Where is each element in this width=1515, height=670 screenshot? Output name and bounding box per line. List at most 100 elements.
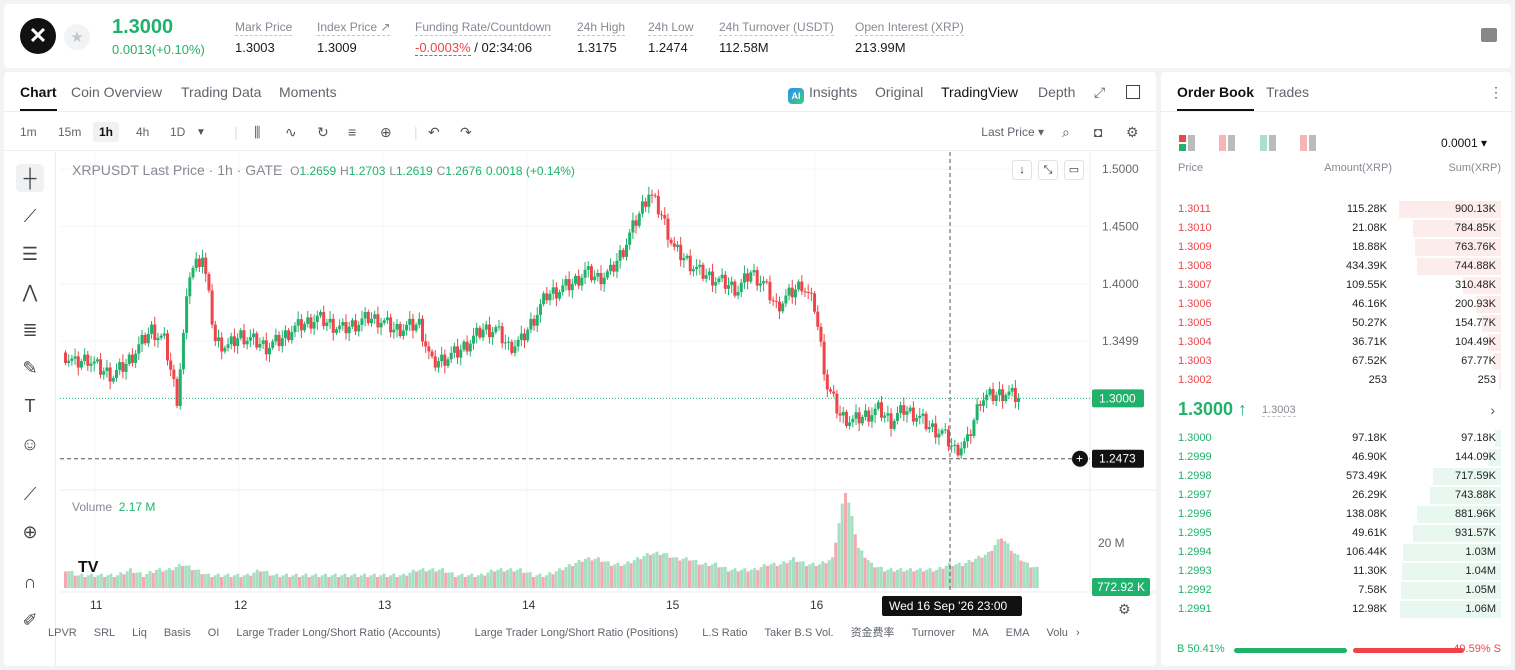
tab-moments[interactable]: Moments — [279, 84, 337, 100]
indicator-oi[interactable]: OI — [207, 627, 220, 639]
indicator-volume[interactable]: Volu — [1046, 627, 1068, 639]
crosshair-icon[interactable]: ┼ — [16, 164, 44, 192]
indicators-icon[interactable]: ∿ — [285, 124, 297, 140]
bid-row[interactable]: 1.2998 573.49K 717.59K — [1161, 467, 1511, 486]
indicator-ltlsr-positions[interactable]: Large Trader Long/Short Ratio (Positions… — [474, 627, 679, 639]
candle-body — [599, 272, 603, 285]
view-original[interactable]: Original — [875, 84, 924, 100]
magnet-icon[interactable]: ∩ — [23, 571, 37, 592]
template-icon[interactable]: ≡ — [348, 124, 357, 140]
indicator-basis[interactable]: Basis — [163, 627, 191, 639]
emoji-icon[interactable]: ☺ — [20, 433, 40, 454]
price-type-select[interactable]: Last Price ▾ — [981, 125, 1044, 139]
bid-row[interactable]: 1.2992 7.58K 1.05M — [1161, 581, 1511, 600]
bid-row[interactable]: 1.3000 97.18K 97.18K — [1161, 429, 1511, 448]
ask-row[interactable]: 1.3006 46.16K 200.93K — [1161, 295, 1511, 314]
tab-chart[interactable]: Chart — [20, 84, 57, 111]
indicator-ema[interactable]: EMA — [1005, 627, 1030, 639]
zoom-in-icon[interactable]: ⊕ — [22, 521, 38, 542]
tab-trades[interactable]: Trades — [1266, 84, 1310, 100]
book-depth-icon[interactable] — [1300, 135, 1317, 151]
view-depth[interactable]: Depth — [1038, 84, 1076, 100]
timeframe-1m[interactable]: 1m — [20, 125, 37, 139]
candle-body — [685, 255, 689, 258]
chevron-down-icon[interactable]: ▼ — [196, 127, 206, 138]
text-icon[interactable]: T — [24, 395, 36, 416]
redo-icon[interactable]: ↷ — [460, 124, 472, 140]
chevron-right-icon[interactable]: › — [1075, 627, 1080, 639]
ask-row[interactable]: 1.3002 253 253 — [1161, 371, 1511, 390]
stat-index-price[interactable]: Index Price ↗ 1.3009 — [317, 20, 391, 55]
candle-body — [287, 330, 291, 341]
search-icon[interactable]: ⌕ — [1062, 124, 1070, 140]
mid-price: 1.3000 ↑ — [1178, 399, 1248, 419]
bid-row[interactable]: 1.2991 12.98K 1.06M — [1161, 600, 1511, 619]
ask-row[interactable]: 1.3004 36.71K 104.49K — [1161, 333, 1511, 352]
brush-icon[interactable]: ✎ — [22, 357, 38, 378]
ask-row[interactable]: 1.3011 115.28K 900.13K — [1161, 200, 1511, 219]
indicator-ltlsr-accounts[interactable]: Large Trader Long/Short Ratio (Accounts) — [236, 627, 441, 639]
notebook-icon[interactable] — [1481, 28, 1497, 42]
horizontal-lines-icon[interactable]: ☰ — [21, 243, 39, 264]
bid-row[interactable]: 1.2996 138.08K 881.96K — [1161, 505, 1511, 524]
chevron-right-icon[interactable]: › — [1490, 402, 1495, 418]
book-both-icon[interactable] — [1179, 135, 1195, 151]
timeframe-15m[interactable]: 15m — [58, 125, 82, 139]
volume-bar — [369, 575, 373, 588]
camera-icon[interactable]: ◘ — [1094, 124, 1103, 140]
ask-row[interactable]: 1.3005 50.27K 154.77K — [1161, 314, 1511, 333]
expand-icon[interactable]: ⤢ — [1094, 84, 1106, 100]
timeframe-1h[interactable]: 1h — [93, 122, 120, 142]
bid-row[interactable]: 1.2995 49.61K 931.57K — [1161, 524, 1511, 543]
fullscreen-icon[interactable]: ▭ — [1064, 160, 1084, 180]
indicator-taker-bs-vol[interactable]: Taker B.S Vol. — [764, 627, 834, 639]
ruler-icon[interactable]: ⟋ — [23, 483, 37, 504]
indicator-srl[interactable]: SRL — [93, 627, 116, 639]
insights-button[interactable]: AI Insights — [788, 84, 857, 104]
bid-row[interactable]: 1.2999 46.90K 144.09K — [1161, 448, 1511, 467]
timeframe-1d[interactable]: 1D — [170, 125, 186, 139]
bid-row[interactable]: 1.2997 26.29K 743.88K — [1161, 486, 1511, 505]
candlestick-chart-svg[interactable]: 11 12 13 14 15 16 1.5000 1.4500 1.4000 1.3499 20 M… — [60, 152, 1156, 666]
fibonacci-icon[interactable]: ≣ — [22, 319, 38, 340]
ask-row[interactable]: 1.3003 67.52K 67.77K — [1161, 352, 1511, 371]
book-asks-icon[interactable] — [1219, 135, 1236, 151]
bid-row[interactable]: 1.2994 106.44K 1.03M — [1161, 543, 1511, 562]
ask-row[interactable]: 1.3010 21.08K 784.85K — [1161, 219, 1511, 238]
indicator-lpvr[interactable]: LPVR — [48, 627, 77, 639]
add-icon[interactable]: ⊕ — [380, 124, 392, 140]
candle-body — [621, 250, 625, 257]
indicator-ma[interactable]: MA — [972, 627, 989, 639]
tab-coin-overview[interactable]: Coin Overview — [71, 84, 163, 100]
tab-order-book[interactable]: Order Book — [1177, 84, 1255, 111]
indicator-ls-ratio[interactable]: L.S Ratio — [702, 627, 748, 639]
ask-row[interactable]: 1.3009 18.88K 763.76K — [1161, 238, 1511, 257]
collapse-icon[interactable]: ⤡ — [1038, 160, 1058, 180]
bid-row[interactable]: 1.2993 11.30K 1.04M — [1161, 562, 1511, 581]
row-amount: 36.71K — [1352, 336, 1387, 348]
window-icon[interactable] — [1126, 85, 1140, 99]
indicator-liq[interactable]: Liq — [132, 627, 147, 639]
candle-body — [985, 394, 989, 401]
price-chart[interactable]: 11 12 13 14 15 16 1.5000 1.4500 1.4000 1.3499 20 M… — [60, 152, 1156, 666]
tab-trading-data[interactable]: Trading Data — [181, 84, 262, 100]
indicator-turnover[interactable]: Turnover — [911, 627, 956, 639]
view-tradingview[interactable]: TradingView — [941, 84, 1019, 100]
undo-icon[interactable]: ↶ — [428, 124, 440, 140]
arrow-down-icon[interactable]: ↓ — [1012, 160, 1032, 180]
book-bids-icon[interactable] — [1259, 135, 1276, 151]
more-menu-icon[interactable]: ⋮ — [1489, 84, 1503, 100]
volume-bar — [655, 551, 659, 588]
timeframe-4h[interactable]: 4h — [136, 125, 150, 139]
gear-icon[interactable]: ⚙ — [1126, 124, 1139, 140]
precision-select[interactable]: 0.0001 ▾ — [1440, 136, 1487, 150]
indicator-funding-rate[interactable]: 资金费率 — [850, 627, 895, 639]
candle-type-icon[interactable]: ⫼ — [254, 124, 261, 140]
trendline-icon[interactable]: ⟋ — [23, 205, 37, 226]
favorite-star-icon[interactable]: ★ — [64, 24, 90, 50]
ask-row[interactable]: 1.3008 434.39K 744.88K — [1161, 257, 1511, 276]
ask-row[interactable]: 1.3007 109.55K 310.48K — [1161, 276, 1511, 295]
pattern-icon[interactable]: ⋀ — [22, 281, 38, 302]
pencil-lock-icon[interactable]: ✐ — [22, 609, 38, 630]
refresh-icon[interactable]: ↻ — [317, 124, 329, 140]
